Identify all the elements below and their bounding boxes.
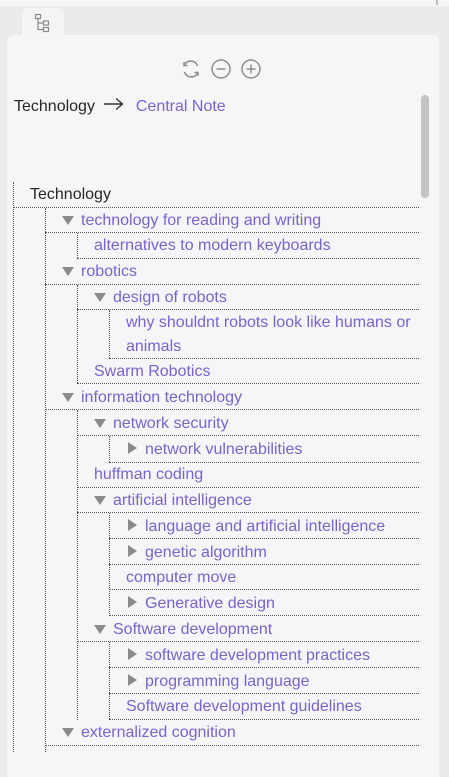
breadcrumb-link-central-note[interactable]: Central Note [135,98,226,116]
tree-item[interactable]: robotics [81,263,138,280]
caret-right-icon[interactable] [128,648,137,660]
guide-line [77,410,78,720]
scrollbar-thumb[interactable] [421,95,429,198]
tree-item[interactable]: Software development [113,621,273,638]
tree-item[interactable]: externalized cognition [81,724,236,741]
caret-down-icon[interactable] [94,496,106,505]
refresh-icon [183,60,199,78]
row-underline [109,693,419,694]
row-underline [109,564,419,565]
row-underline [77,383,419,384]
zoom-out-button[interactable] [210,58,234,82]
window-knob [436,0,438,5]
tree-item[interactable]: design of robots [113,289,227,306]
tree-item[interactable]: Swarm Robotics [94,363,211,380]
row-underline [109,358,419,359]
tree-item[interactable]: information technology [81,389,242,406]
row-underline [77,641,419,642]
row-underline [45,232,419,233]
arrow-right-icon [103,96,127,118]
tree-item[interactable]: why shouldnt robots look like humans or … [126,314,411,355]
caret-right-icon[interactable] [128,519,137,531]
tree-item[interactable]: software development practices [145,647,370,664]
tree-item[interactable]: genetic algorithm [145,544,267,561]
tab-tree-view[interactable] [22,8,64,38]
zoom-in-button[interactable] [240,58,264,82]
breadcrumb: Technology Central Note [14,96,226,118]
caret-down-icon[interactable] [62,728,74,737]
row-underline [77,309,419,310]
row-underline [109,589,419,590]
side-panel [7,35,439,777]
caret-right-icon[interactable] [128,674,137,686]
tree-item[interactable]: network vulnerabilities [145,441,303,458]
caret-down-icon[interactable] [94,625,106,634]
row-underline [77,258,419,259]
tree-item[interactable]: artificial intelligence [113,492,252,509]
caret-down-icon[interactable] [62,267,74,276]
top-strip [0,0,449,6]
tree-item[interactable]: alternatives to modern keyboards [94,237,331,254]
zoom-out-icon [211,59,231,79]
caret-right-icon[interactable] [128,596,137,608]
row-underline [77,435,419,436]
caret-down-icon[interactable] [94,419,106,428]
caret-down-icon[interactable] [94,293,106,302]
row-underline [45,745,419,746]
row-underline [13,207,419,208]
row-underline [109,615,419,616]
tree-item[interactable]: huffman coding [94,466,204,483]
guide-line [13,182,14,752]
caret-down-icon[interactable] [62,216,74,225]
row-underline [77,512,419,513]
tree-structure-icon [34,13,50,33]
zoom-in-icon [241,59,261,79]
guide-line [77,233,78,258]
tree-item[interactable]: computer move [126,569,237,586]
row-underline [77,487,419,488]
tree-item[interactable]: Software development guidelines [126,698,362,715]
row-underline [45,284,419,285]
row-underline [109,538,419,539]
refresh-button[interactable] [180,58,204,82]
tree-item[interactable]: network security [113,415,229,432]
row-underline [109,462,419,463]
tree-item[interactable]: Generative design [145,595,275,612]
row-underline [109,667,419,668]
row-underline [45,409,419,410]
caret-right-icon[interactable] [128,545,137,557]
guide-line [45,208,46,752]
tree-root[interactable]: Technology [30,186,111,203]
breadcrumb-current: Technology [14,98,95,116]
guide-line [109,642,110,719]
tree-item[interactable]: programming language [145,673,310,690]
row-underline [109,719,419,720]
guide-line [109,436,110,462]
caret-right-icon[interactable] [128,442,137,454]
tree-item[interactable]: language and artificial intelligence [145,518,386,535]
scrollbar[interactable] [421,95,429,745]
tree-item[interactable]: technology for reading and writing [81,212,322,229]
guide-line [109,310,110,358]
guide-line [77,285,78,383]
caret-down-icon[interactable] [62,393,74,402]
